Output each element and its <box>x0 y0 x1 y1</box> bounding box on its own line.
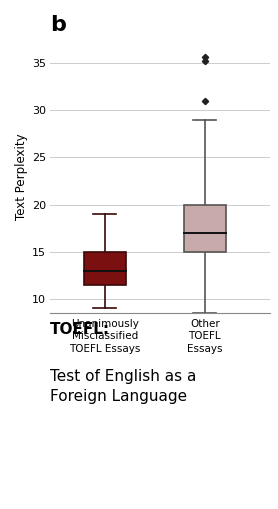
Text: Test of English as a
Foreign Language: Test of English as a Foreign Language <box>50 369 197 404</box>
Text: TOEFL:: TOEFL: <box>50 322 110 337</box>
Text: b: b <box>50 15 66 35</box>
Bar <box>84 252 126 285</box>
Y-axis label: Text Perplexity: Text Perplexity <box>14 133 28 219</box>
Bar <box>184 205 226 252</box>
